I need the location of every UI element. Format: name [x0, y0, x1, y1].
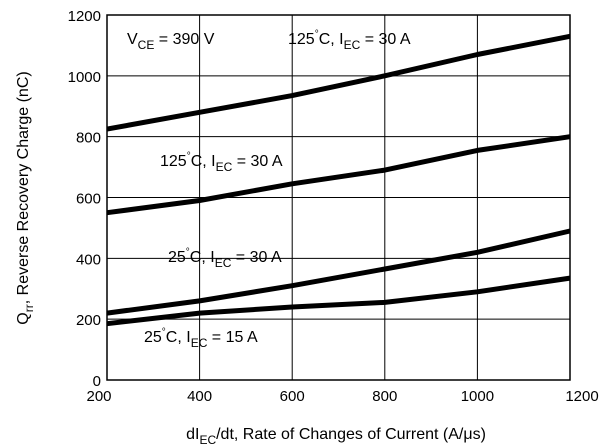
- y-tick-label: 1000: [68, 69, 101, 86]
- series-line-2: [106, 134, 571, 216]
- y-tick-label: 400: [76, 251, 101, 268]
- x-axis-label: dIEC/dt, Rate of Changes of Current (A/μ…: [186, 426, 486, 447]
- y-axis-label: Qrr, Reverse Recovery Charge (nC): [15, 71, 36, 324]
- y-tick-label: 800: [76, 130, 101, 147]
- series-group: [106, 33, 571, 327]
- x-tick-label: 1000: [461, 388, 494, 405]
- series-line-4: [106, 275, 571, 327]
- plot-frame: [106, 14, 571, 381]
- series-line-1: [106, 33, 571, 132]
- series-label-1: 125°C, IEC = 30 A: [288, 29, 411, 52]
- y-tick-label: 200: [76, 312, 101, 329]
- y-tick-label: 1200: [68, 8, 101, 25]
- series-label-3: 25°C, IEC = 30 A: [168, 247, 282, 270]
- tick-labels: 200 400 600 800 1000 120002004006008001000120…: [68, 8, 599, 405]
- condition-annotation: VCE = 390 V: [127, 31, 215, 52]
- x-tick-label: 1200: [565, 388, 598, 405]
- series-label-2: 125°C, IEC = 30 A: [160, 151, 283, 174]
- y-tick-label: 600: [76, 191, 101, 208]
- x-tick-label: 800: [372, 388, 397, 405]
- y-tick-label: 0: [93, 373, 101, 390]
- x-tick-label: 400: [187, 388, 212, 405]
- series-line-3: [106, 228, 571, 316]
- series-label-4: 25°C, IEC = 15 A: [144, 327, 258, 350]
- x-tick-label: 600: [280, 388, 305, 405]
- x-tick-label: 200: [86, 388, 111, 405]
